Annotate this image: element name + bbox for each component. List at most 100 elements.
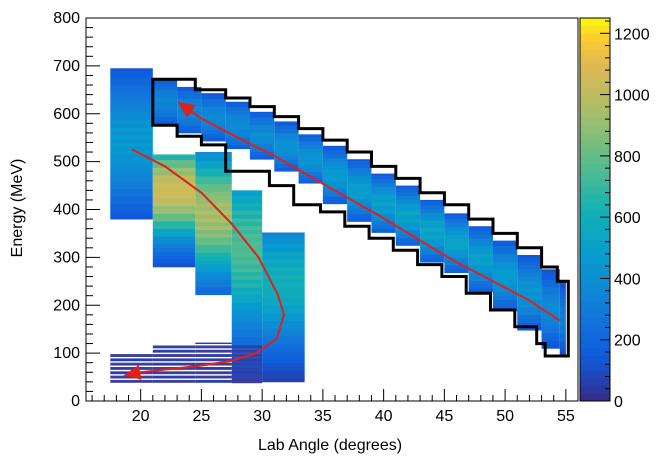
heatmap-column [225,101,250,150]
heatmap-cell [444,238,469,243]
heatmap-cell [262,355,305,360]
heatmap-cell [347,179,372,184]
colorbar-tick-label: 600 [614,210,641,227]
heatmap-cell [468,276,493,281]
heatmap-cell [110,100,153,105]
heatmap-cell [444,219,469,224]
heatmap-cell [152,79,178,83]
heatmap-cell [444,249,469,254]
heatmap-cell [262,332,305,337]
heatmap-cell [298,160,323,165]
heatmap-cell [541,302,560,307]
heatmap-cell [420,250,445,255]
heatmap-cell [517,257,542,262]
heatmap-cell [152,213,196,218]
colorbar-tick-label: 1200 [614,26,650,43]
heatmap-cell [322,150,348,155]
heatmap-cell [152,224,196,230]
heatmap-cell [225,106,250,111]
heatmap-cell [468,238,493,243]
heatmap-cell [559,298,566,303]
colorbar-band [580,71,610,80]
heatmap-cell [110,92,153,97]
heatmap-cell [231,206,263,211]
heatmap-cell [152,255,196,260]
heatmap-cell [468,242,493,247]
heatmap-cell [177,86,202,92]
heatmap-column [152,79,178,125]
heatmap-cell [231,333,263,338]
heatmap-cell [541,290,560,296]
heatmap-cell [152,159,196,164]
heatmap-cell [559,333,566,338]
heatmap-cell [152,167,196,172]
heatmap-cell [262,232,305,237]
heatmap-cell [559,336,566,342]
heatmap-cell [231,363,263,368]
heatmap-cell [250,132,275,137]
colorbar-band [580,263,610,272]
heatmap-cell [322,145,348,147]
heatmap-cell [517,268,542,274]
heatmap-cell [347,194,372,199]
heatmap-cell [395,241,421,246]
heatmap-cell [262,324,305,329]
heatmap-cell [274,152,299,157]
strip-segment [231,371,263,375]
heatmap-cell [231,302,263,307]
heatmap-cell [250,140,275,145]
heatmap-cell [262,358,305,364]
heatmap-cell [250,117,275,122]
heatmap-cell [420,208,445,213]
heatmap-cell [110,176,153,182]
heatmap-cell [262,282,305,287]
heatmap-cell [347,160,372,165]
heatmap-cell [298,164,323,169]
heatmap-column [152,154,196,268]
heatmap-cell [274,148,299,153]
heatmap-cell [231,336,263,342]
heatmap-cell [110,199,153,205]
y-tick-label: 700 [53,58,80,75]
heatmap-cell [517,276,542,281]
heatmap-cell [262,335,305,341]
heatmap-cell [322,196,348,201]
heatmap-cell [195,275,232,280]
y-tick-label: 400 [53,202,80,219]
heatmap-cell [541,283,560,288]
colorbar-band [580,385,610,394]
strip-segment [231,379,263,383]
heatmap-cell [177,129,202,134]
heatmap-cell [517,291,542,297]
heatmap-cell [110,108,153,113]
heatmap-cell [541,310,560,315]
heatmap-cell [492,284,518,289]
heatmap-cell [195,264,232,269]
heatmap-cell [110,85,153,90]
heatmap-cell [395,207,421,212]
heatmap-cell [541,313,560,319]
heatmap-cell [322,173,348,178]
colorbar-band [580,163,610,172]
heatmap-cell [517,322,542,327]
heatmap-cell [371,201,396,207]
y-tick-label: 600 [53,106,80,123]
heatmap-cell [152,236,196,241]
heatmap-cell [468,257,493,262]
heatmap-cell [559,321,566,326]
heatmap-cell [231,279,263,284]
heatmap-cell [250,111,275,114]
heatmap-cell [262,259,305,264]
heatmap-cell [395,203,421,208]
heatmap-cell [274,140,299,145]
strip-segment [110,358,153,362]
heatmap-cell [152,209,196,214]
heatmap-cell [110,81,153,86]
heatmap-cell [110,96,153,101]
heatmap-cell [262,301,305,306]
x-tick-label: 55 [557,408,575,425]
x-axis-label: Lab Angle (degrees) [258,437,402,454]
heatmap-cell [541,294,560,299]
heatmap-cell [322,184,348,189]
heatmap-cell [152,190,196,195]
